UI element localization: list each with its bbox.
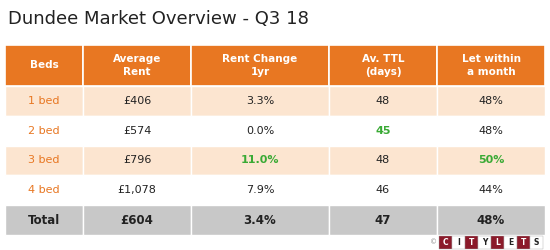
- Text: 48: 48: [376, 96, 390, 106]
- Text: 1 bed: 1 bed: [28, 96, 60, 106]
- Text: C: C: [443, 238, 448, 247]
- Text: T: T: [521, 238, 526, 247]
- Text: £1,078: £1,078: [118, 185, 156, 195]
- Text: ©: ©: [431, 240, 438, 246]
- Text: Av. TTL
(days): Av. TTL (days): [362, 54, 404, 76]
- Text: L: L: [495, 238, 500, 247]
- Bar: [465, 236, 478, 249]
- Bar: [5, 86, 83, 116]
- Text: S: S: [534, 238, 539, 247]
- Text: Rent Change
1yr: Rent Change 1yr: [222, 54, 298, 76]
- Bar: [491, 236, 504, 249]
- Bar: [329, 205, 437, 235]
- Bar: [83, 86, 191, 116]
- Text: Beds: Beds: [30, 60, 58, 70]
- Bar: [191, 86, 329, 116]
- Bar: [5, 146, 83, 175]
- Bar: [5, 45, 83, 86]
- Bar: [329, 45, 437, 86]
- Text: E: E: [508, 238, 513, 247]
- Bar: [504, 236, 517, 249]
- Text: 3.3%: 3.3%: [246, 96, 274, 106]
- Bar: [437, 175, 545, 205]
- Bar: [5, 116, 83, 146]
- Bar: [191, 146, 329, 175]
- Bar: [517, 236, 530, 249]
- Bar: [191, 175, 329, 205]
- Text: 0.0%: 0.0%: [246, 126, 274, 136]
- Text: Total: Total: [28, 214, 60, 226]
- Bar: [329, 116, 437, 146]
- Bar: [191, 116, 329, 146]
- Bar: [5, 175, 83, 205]
- Text: 2 bed: 2 bed: [28, 126, 60, 136]
- Text: 47: 47: [375, 214, 391, 226]
- Text: 50%: 50%: [478, 156, 504, 166]
- Bar: [329, 86, 437, 116]
- Text: Let within
a month: Let within a month: [461, 54, 520, 76]
- Text: 44%: 44%: [478, 185, 503, 195]
- Text: 45: 45: [375, 126, 390, 136]
- Text: 48%: 48%: [477, 214, 505, 226]
- Bar: [329, 175, 437, 205]
- Text: £406: £406: [123, 96, 151, 106]
- Bar: [83, 116, 191, 146]
- Bar: [83, 205, 191, 235]
- Text: 11.0%: 11.0%: [241, 156, 279, 166]
- Text: 7.9%: 7.9%: [246, 185, 274, 195]
- Text: £604: £604: [120, 214, 153, 226]
- Text: Average
Rent: Average Rent: [113, 54, 161, 76]
- Text: 48%: 48%: [478, 126, 503, 136]
- Bar: [329, 146, 437, 175]
- Bar: [530, 236, 543, 249]
- Text: 46: 46: [376, 185, 390, 195]
- Text: 48: 48: [376, 156, 390, 166]
- Bar: [83, 146, 191, 175]
- Bar: [439, 236, 452, 249]
- Text: Dundee Market Overview - Q3 18: Dundee Market Overview - Q3 18: [8, 10, 309, 28]
- Bar: [191, 205, 329, 235]
- Text: I: I: [457, 238, 460, 247]
- Text: 4 bed: 4 bed: [28, 185, 60, 195]
- Bar: [437, 205, 545, 235]
- Text: 3 bed: 3 bed: [28, 156, 60, 166]
- Bar: [83, 175, 191, 205]
- Bar: [437, 116, 545, 146]
- Bar: [437, 45, 545, 86]
- Text: 48%: 48%: [478, 96, 503, 106]
- Text: £574: £574: [123, 126, 151, 136]
- Bar: [191, 45, 329, 86]
- Bar: [452, 236, 465, 249]
- Bar: [437, 86, 545, 116]
- Text: 3.4%: 3.4%: [244, 214, 276, 226]
- Bar: [83, 45, 191, 86]
- Bar: [5, 205, 83, 235]
- Bar: [478, 236, 491, 249]
- Text: £796: £796: [123, 156, 151, 166]
- Text: Y: Y: [482, 238, 487, 247]
- Bar: [437, 146, 545, 175]
- Text: T: T: [469, 238, 474, 247]
